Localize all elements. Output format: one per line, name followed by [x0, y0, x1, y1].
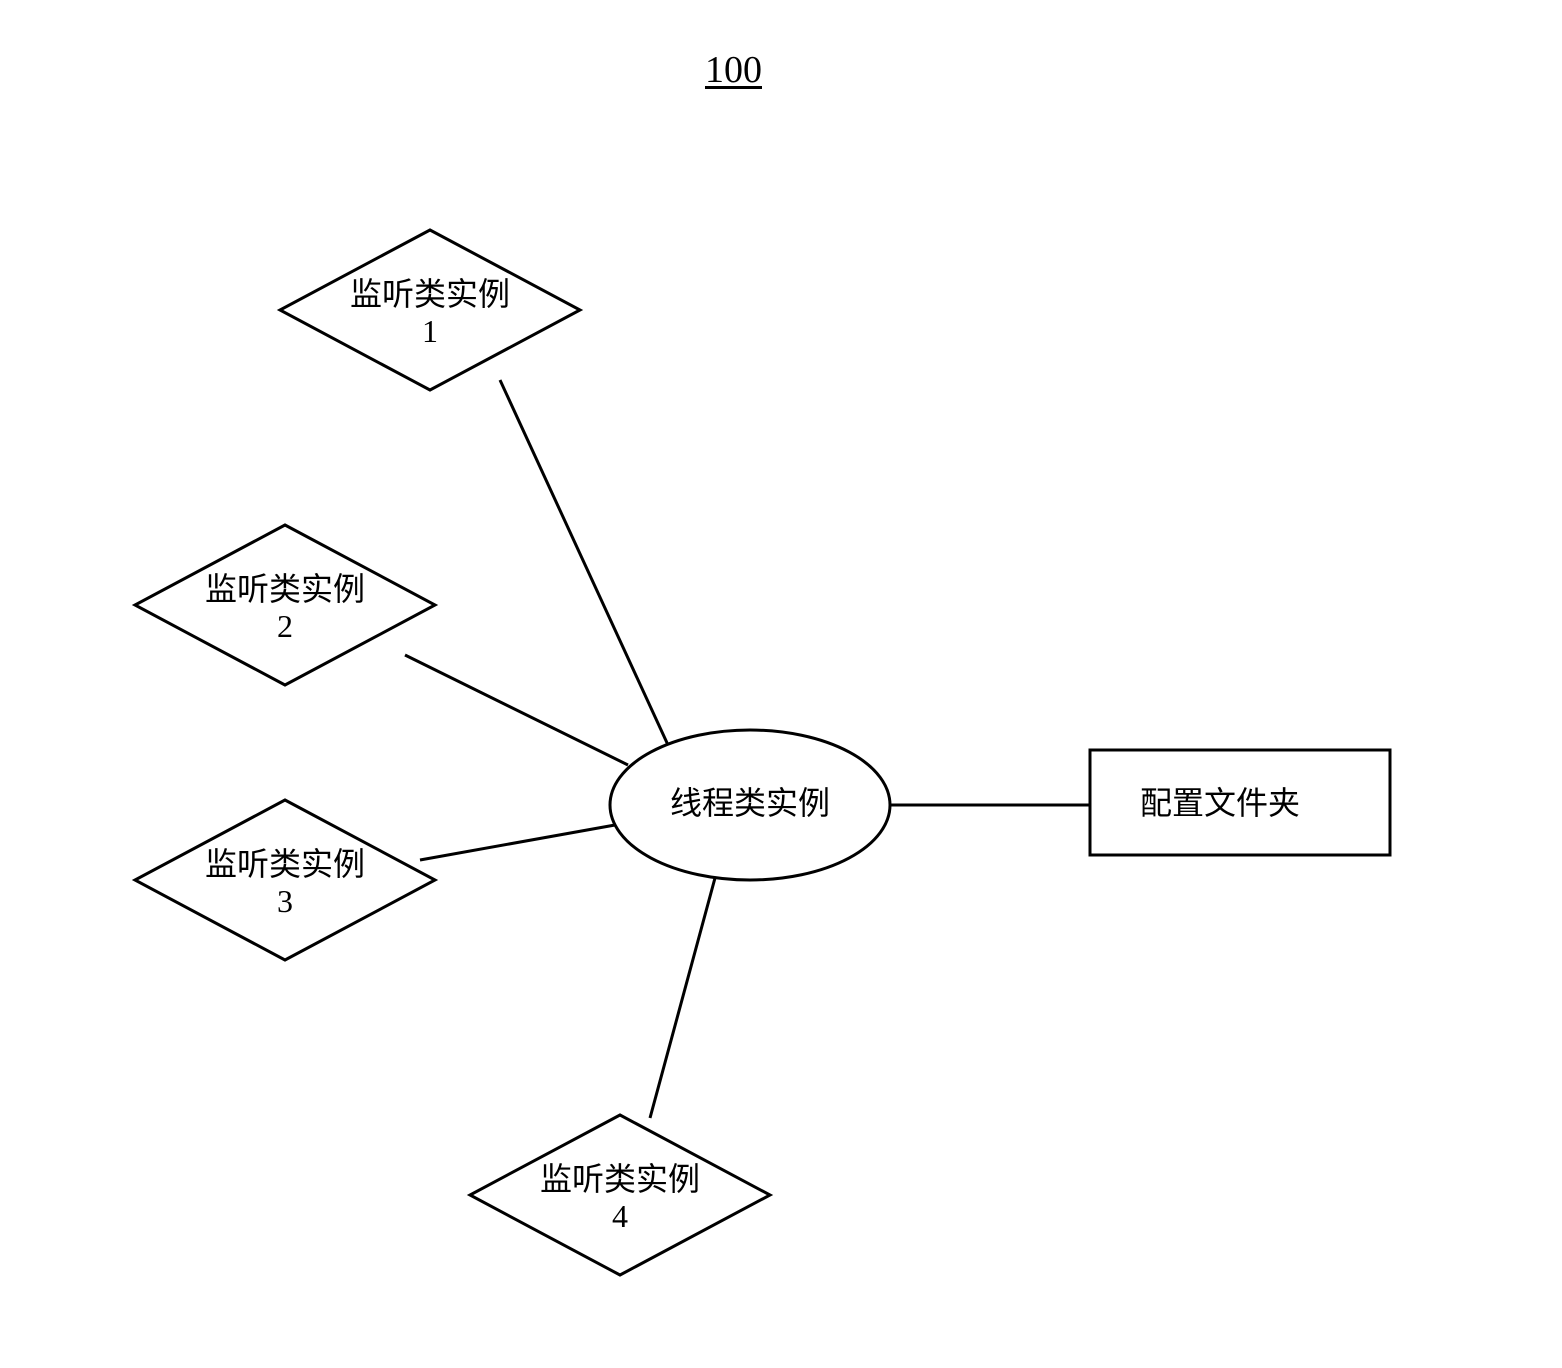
thread-instance-label: 线程类实例	[670, 785, 830, 822]
edge	[650, 878, 715, 1118]
edge	[420, 825, 615, 860]
listener-2-label: 监听类实例 2	[205, 571, 365, 645]
listener-1-label: 监听类实例 1	[350, 276, 510, 350]
edge	[500, 380, 668, 745]
diagram-canvas: 100 线程类实例 配置文件夹 监听类实例 1 监听类实例 2 监听类实例 3 …	[0, 0, 1562, 1368]
listener-4-label: 监听类实例 4	[540, 1161, 700, 1235]
listener-3-label: 监听类实例 3	[205, 846, 365, 920]
config-folder-label: 配置文件夹	[1140, 785, 1300, 822]
diagram-svg	[0, 0, 1562, 1368]
edge	[405, 655, 628, 765]
